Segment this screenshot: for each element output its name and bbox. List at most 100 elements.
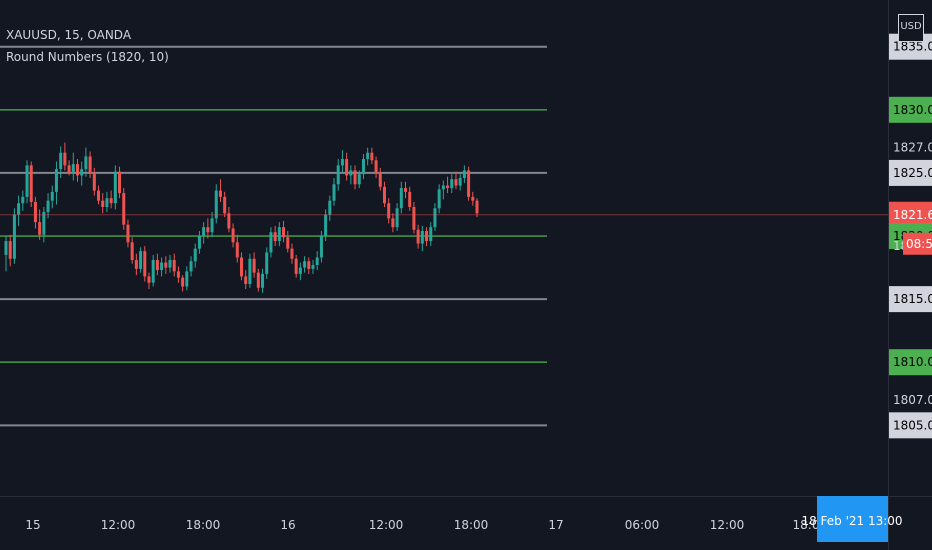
time-axis-tick-label: 15 — [25, 518, 40, 532]
candle-body — [370, 152, 374, 161]
candle-body — [164, 262, 168, 268]
time-axis-tick-label: 18:00 — [186, 518, 221, 532]
candle-body — [307, 261, 311, 269]
price-tag-label: 1805.000 — [893, 418, 932, 432]
candle-body — [298, 267, 302, 274]
candle-body — [185, 271, 189, 287]
countdown-label: 08:53 — [906, 237, 932, 251]
candle-body — [118, 171, 122, 194]
candle-body — [42, 212, 46, 235]
candle-body — [399, 188, 403, 209]
candle-body — [176, 271, 180, 278]
candle-body — [168, 260, 172, 268]
price-tag-box — [889, 286, 932, 313]
candle-body — [63, 152, 67, 166]
candle-body — [109, 198, 113, 204]
candle-body — [206, 227, 210, 233]
candle-body — [139, 251, 143, 269]
symbol-label[interactable]: XAUUSD, 15, OANDA — [6, 28, 132, 42]
candle-body — [8, 241, 12, 259]
candle-body — [155, 260, 159, 271]
candle-body — [239, 257, 244, 277]
candle-body — [336, 165, 340, 185]
candle-body — [340, 159, 344, 166]
candle-body — [244, 276, 248, 284]
candle-body — [17, 203, 21, 215]
candle-body — [122, 193, 126, 225]
candle-body — [101, 200, 105, 207]
candle-body — [84, 156, 88, 170]
candle-body — [420, 230, 424, 244]
candle-body — [277, 227, 281, 242]
candle-body — [441, 185, 445, 190]
candle-body — [412, 206, 416, 230]
candle-body — [223, 196, 227, 214]
countdown-box — [903, 232, 932, 255]
price-axis-tick-label: 1807.000 — [893, 393, 932, 407]
candle-body — [345, 159, 349, 176]
candle-body — [50, 191, 54, 201]
candle-body — [475, 200, 479, 214]
candle-body — [80, 169, 84, 176]
candle-body — [269, 232, 273, 253]
candle-body — [425, 230, 429, 242]
candle-body — [450, 179, 454, 189]
price-tag-label: 1835.000 — [893, 40, 932, 54]
price-tag-box — [889, 159, 932, 186]
candle-body — [172, 260, 176, 272]
candle-body — [290, 248, 294, 259]
time-axis-tick-label: 12:00 — [369, 518, 404, 532]
candle-body — [261, 273, 265, 288]
time-axis-tick-label: 12:00 — [101, 518, 136, 532]
candle-body — [429, 227, 433, 242]
candle-body — [25, 165, 29, 197]
candle-body — [471, 196, 475, 201]
candle-body — [214, 190, 218, 219]
candle-body — [38, 222, 42, 235]
candle-body — [357, 174, 361, 185]
price-tag-box — [889, 349, 932, 376]
candle-body — [202, 227, 206, 237]
time-axis-tick-label: 06:00 — [625, 518, 660, 532]
price-axis-tick-label: 1827.000 — [893, 141, 932, 155]
candle-body — [46, 200, 50, 213]
candle-body — [273, 232, 277, 242]
candle-body — [315, 257, 319, 266]
candle-body — [433, 208, 437, 228]
candle-body — [324, 214, 328, 237]
candle-body — [349, 170, 353, 176]
time-axis-tick-label: 12:00 — [710, 518, 745, 532]
candle-body — [252, 258, 256, 273]
candle-body — [446, 185, 450, 189]
candle-body — [130, 242, 134, 260]
candle-body — [361, 159, 365, 175]
candle-body — [286, 237, 290, 249]
candle-body — [67, 165, 71, 173]
candle-body — [248, 258, 252, 284]
candle-body — [366, 152, 370, 160]
candle-body — [189, 261, 193, 272]
candle-body — [378, 172, 382, 187]
candle-body — [311, 265, 315, 269]
candle-body — [332, 184, 336, 201]
candle-body — [231, 228, 235, 243]
candle-body — [408, 191, 412, 207]
candle-body — [395, 208, 399, 228]
currency-button[interactable]: USD — [898, 14, 924, 42]
candle-body — [181, 277, 185, 287]
candle-body — [193, 248, 197, 262]
candle-body — [353, 170, 357, 185]
price-tag-label: 1821.685 — [893, 208, 932, 222]
crosshair-date-label: 18 Feb '21 13:00 — [801, 514, 902, 528]
candle-body — [29, 165, 33, 202]
candle-body — [4, 241, 8, 255]
candle-body — [403, 188, 408, 192]
candle-body — [21, 196, 25, 204]
price-tag-label: 1810.000 — [893, 355, 932, 369]
indicator-label[interactable]: Round Numbers (1820, 10) — [6, 50, 169, 64]
candle-body — [105, 198, 109, 207]
candle-body — [387, 203, 391, 219]
